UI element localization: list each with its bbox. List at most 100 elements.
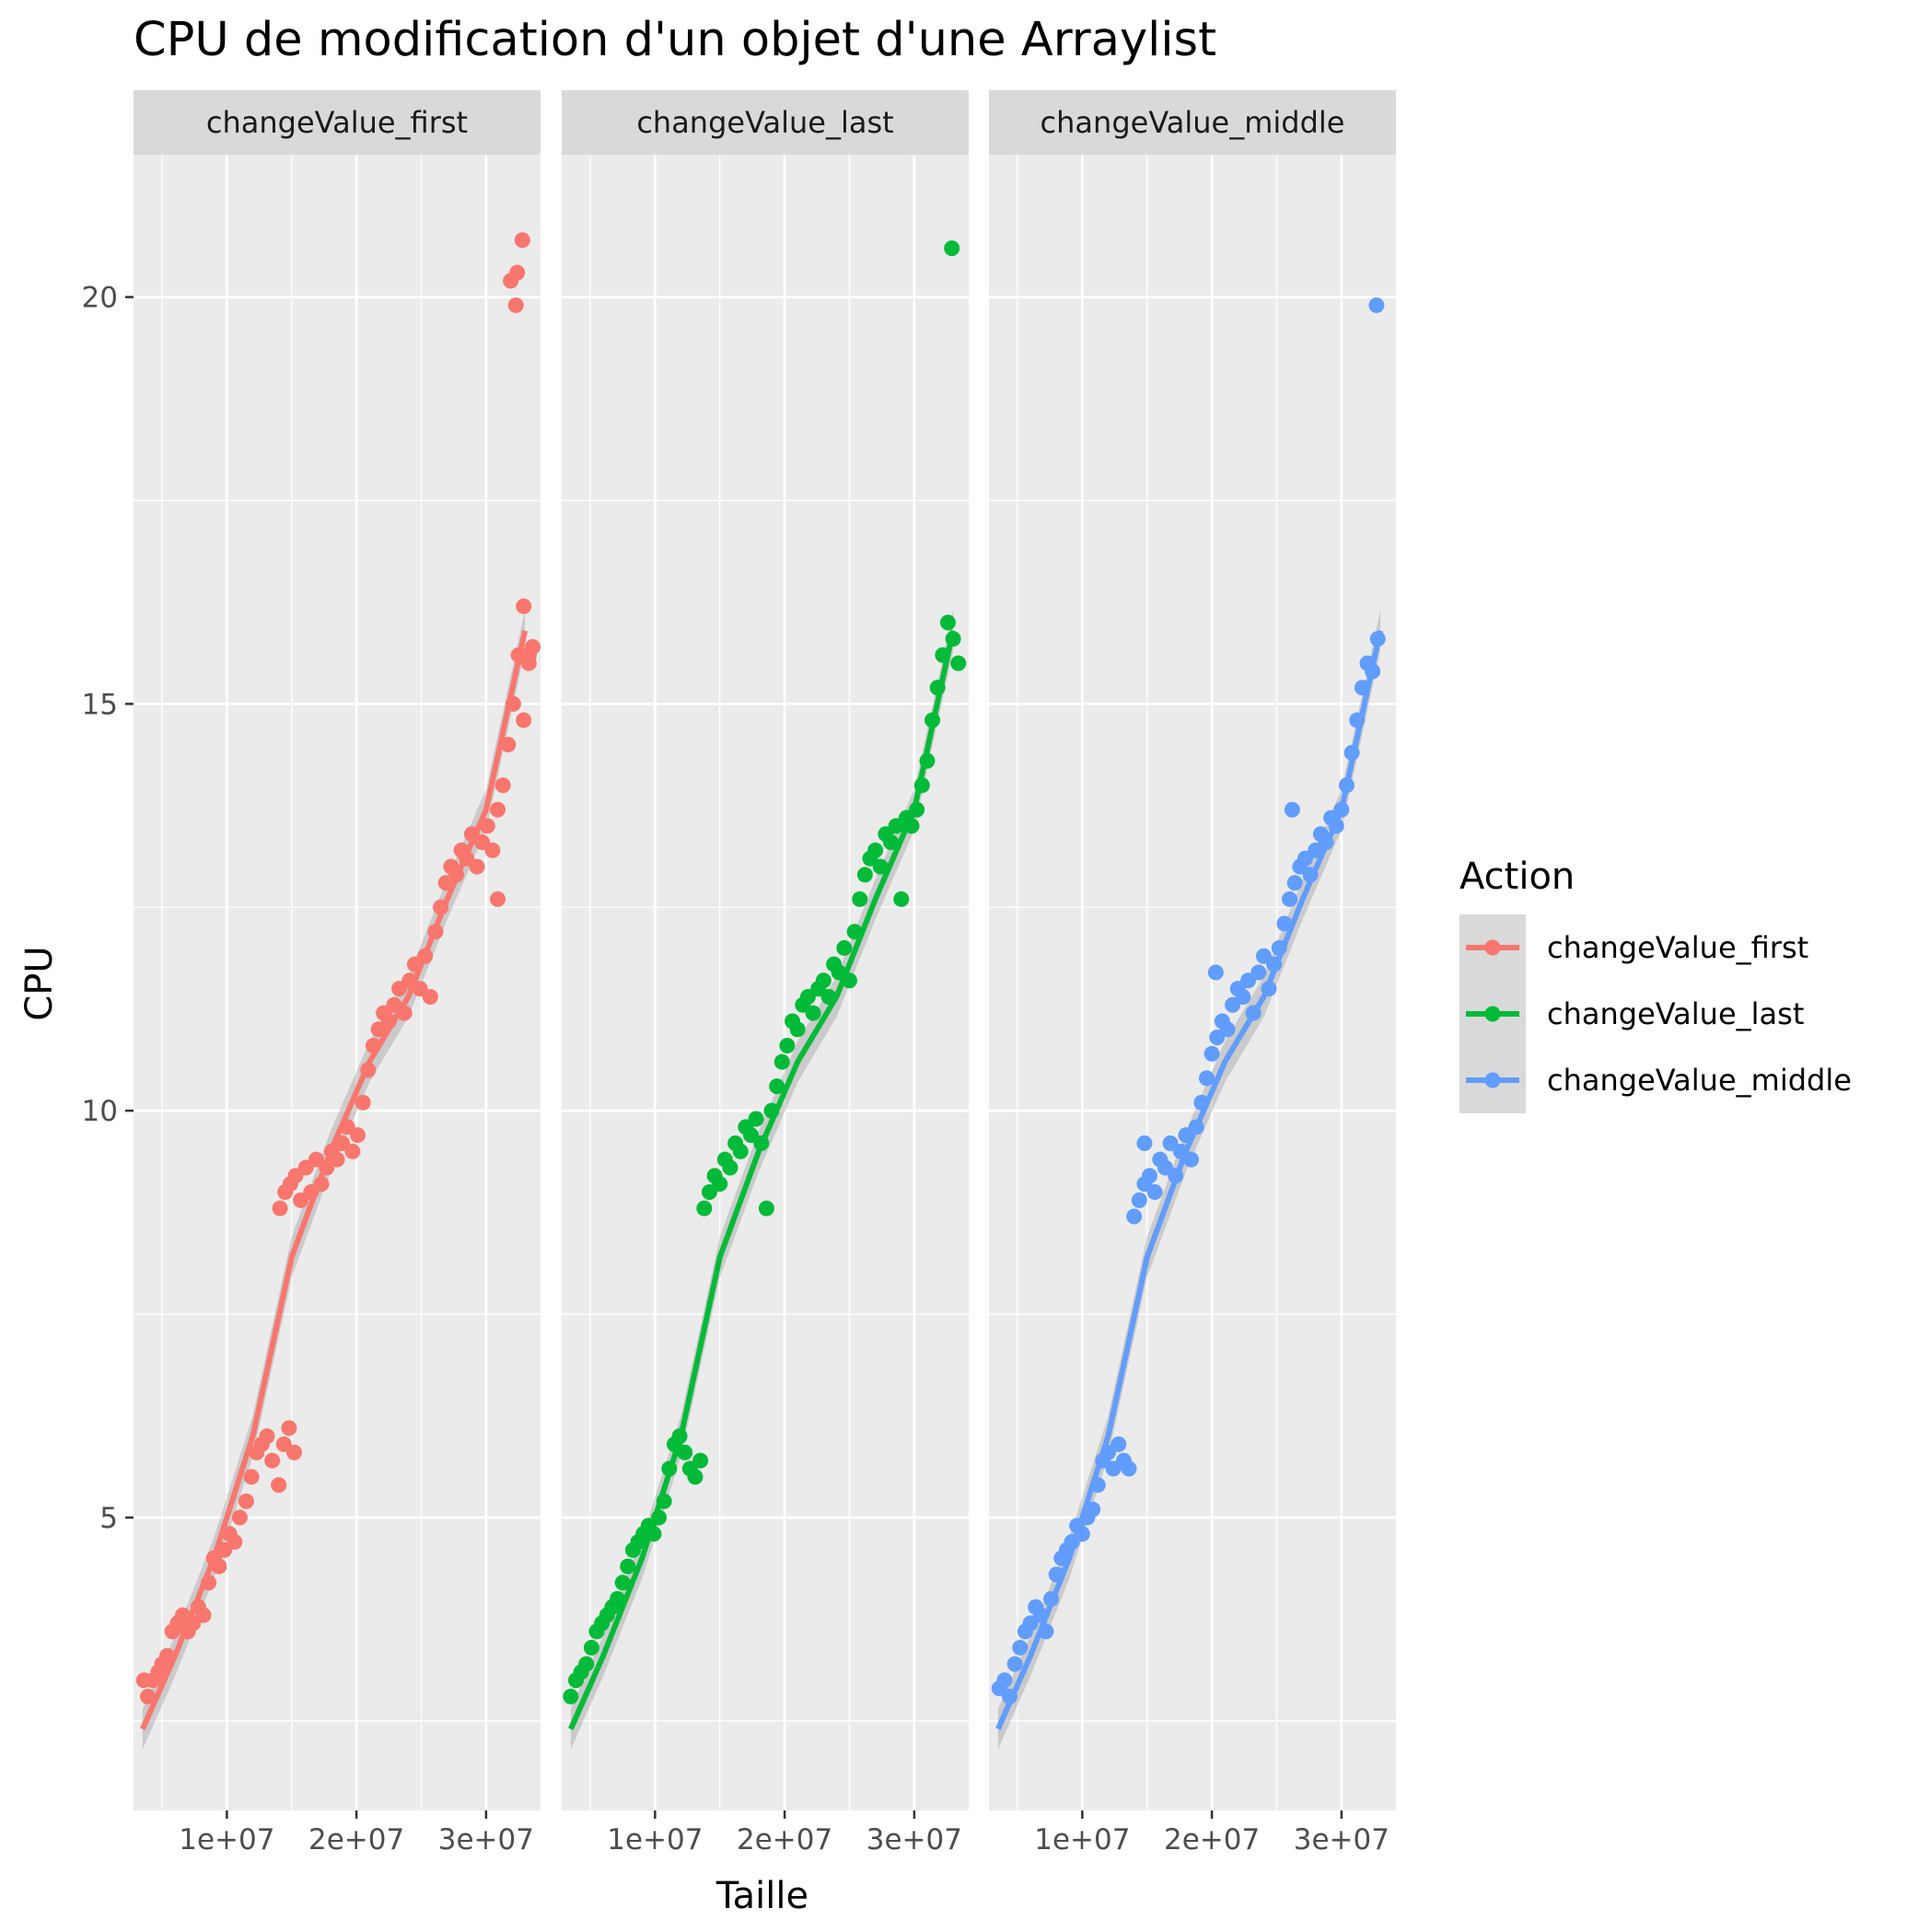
x-axis-title: Taille [715, 1875, 808, 1917]
data-point [856, 867, 873, 883]
data-point [836, 939, 853, 956]
legend-item-label: changeValue_last [1547, 996, 1804, 1031]
data-point [677, 1444, 693, 1461]
x-tick-label: 3e+07 [866, 1823, 962, 1856]
data-point [281, 1420, 297, 1437]
legend-item-changeValue_first: changeValue_first [1459, 914, 1808, 981]
data-point [692, 1452, 709, 1469]
x-tick-label: 2e+07 [1164, 1823, 1260, 1856]
confidence-band [997, 610, 1381, 1750]
data-point [722, 1159, 738, 1176]
data-point [286, 1444, 303, 1461]
y-axis-title: CPU [18, 946, 61, 1020]
x-tick-label: 2e+07 [737, 1823, 832, 1856]
legend-title: Action [1459, 855, 1575, 898]
data-point [687, 1469, 703, 1485]
data-point [507, 297, 524, 313]
data-point [614, 1575, 631, 1591]
data-point [1131, 1192, 1147, 1208]
data-point [779, 1037, 796, 1053]
confidence-band [142, 610, 526, 1750]
data-point [1282, 890, 1298, 907]
data-point [805, 1005, 821, 1021]
data-point [490, 890, 506, 907]
data-point [872, 858, 889, 875]
legend-item-changeValue_last: changeValue_last [1459, 981, 1804, 1047]
data-point [344, 1143, 361, 1159]
y-axis: 5 10 15 20 [82, 282, 134, 1535]
legend-items: changeValue_first changeValue_last changeV… [1459, 914, 1852, 1113]
legend: Action changeValue_first changeValue_last… [1459, 855, 1852, 1113]
data-point [494, 777, 511, 794]
data-point [259, 1428, 275, 1445]
data-point [950, 655, 967, 671]
data-point [422, 988, 438, 1005]
panel-background [134, 155, 541, 1810]
data-point [939, 614, 956, 631]
data-point [852, 890, 868, 907]
data-point [944, 240, 960, 257]
data-point [1207, 964, 1224, 981]
data-point [271, 1477, 287, 1494]
data-point [1219, 1021, 1236, 1038]
data-point [1235, 988, 1251, 1005]
data-point [469, 858, 485, 875]
y-tick-label: 20 [82, 282, 118, 315]
facet-panel-changeValue_first: changeValue_first 1e+07 2e+07 3e+07 [134, 90, 541, 1856]
data-point [789, 1021, 806, 1038]
data-point [1006, 1656, 1023, 1672]
data-point [1126, 1208, 1143, 1225]
data-point [583, 1639, 599, 1656]
data-point [883, 834, 900, 851]
data-point [563, 1688, 579, 1705]
data-point [893, 890, 910, 907]
data-point [578, 1656, 595, 1672]
data-point [484, 842, 501, 858]
x-tick-label: 3e+07 [1294, 1823, 1389, 1856]
data-point [195, 1607, 212, 1624]
data-point [1136, 1135, 1153, 1151]
data-point [231, 1509, 248, 1526]
facet-strip [989, 90, 1396, 155]
y-tick-label: 10 [82, 1095, 118, 1128]
data-point [1012, 1639, 1029, 1656]
data-point [732, 1143, 749, 1159]
legend-item-label: changeValue_middle [1547, 1063, 1852, 1098]
data-point [758, 1200, 774, 1216]
x-tick-label: 2e+07 [308, 1823, 404, 1856]
data-point [815, 972, 831, 989]
legend-item-label: changeValue_first [1547, 930, 1808, 965]
y-tick-label: 15 [82, 688, 118, 721]
data-point [1203, 1045, 1220, 1062]
data-point [264, 1452, 281, 1469]
data-point [1121, 1461, 1137, 1477]
data-point [520, 646, 537, 663]
data-point [867, 842, 884, 858]
data-point [355, 1094, 371, 1111]
data-point [996, 1672, 1013, 1689]
facet-strip-label: changeValue_middle [1041, 105, 1345, 140]
chart-title: CPU de modification d'un objet d'une Arr… [134, 13, 1216, 67]
data-point [516, 598, 532, 614]
data-point [773, 1053, 790, 1070]
data-point [514, 232, 530, 249]
data-point [769, 1078, 785, 1095]
facet-strip-label: changeValue_first [206, 105, 468, 140]
x-tick-label: 3e+07 [438, 1823, 534, 1856]
data-point [329, 1151, 345, 1168]
data-point [490, 801, 506, 818]
data-point [1110, 1436, 1127, 1452]
data-point [509, 264, 526, 281]
legend-key-point [1484, 939, 1501, 956]
data-point [748, 1111, 764, 1127]
facet-strip [134, 90, 541, 155]
y-tick-label: 5 [99, 1502, 118, 1535]
data-point [1198, 1070, 1215, 1087]
legend-key-point [1484, 1072, 1501, 1088]
data-point [620, 1558, 636, 1575]
smooth-line [995, 630, 1384, 1730]
data-point [1142, 1168, 1158, 1184]
facet-panel-changeValue_middle: changeValue_middle 1e+07 2e+07 3e+07 [989, 90, 1396, 1856]
